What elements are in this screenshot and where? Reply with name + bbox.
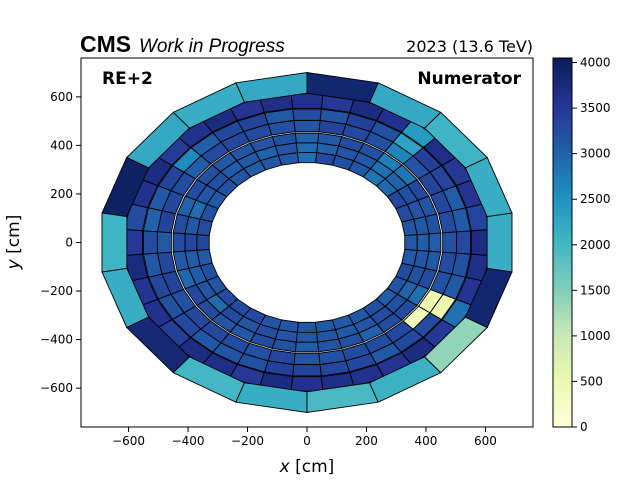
y-tick-label: −200 <box>40 284 73 298</box>
y-axis-label: y [cm] <box>4 215 24 271</box>
segment-outer-a-0 <box>470 229 490 256</box>
y-axis-ticks: −600 −400 −200 0 200 400 600 <box>40 90 81 395</box>
segment-middle-a-27 <box>293 352 321 366</box>
y-axis-unit: [cm] <box>4 215 24 260</box>
segment-inner-b-9 <box>295 142 319 153</box>
colorbar-ticks: 0 500 1000 1500 2000 2500 3000 3500 4000 <box>572 56 611 434</box>
x-axis-label: x [cm] <box>279 457 335 477</box>
y-tick-label: 200 <box>50 187 73 201</box>
x-tick-label: −200 <box>231 434 264 448</box>
x-axis-ticks: −600 −400 −200 0 200 400 600 <box>112 427 497 448</box>
x-tick-label: 600 <box>474 434 497 448</box>
segment-middle-b-35 <box>451 252 472 278</box>
colorbar-tick-label: 0 <box>580 420 588 434</box>
segment-inner-a-9 <box>296 152 318 164</box>
segment-middle-a-18 <box>156 231 172 254</box>
x-axis-unit: [cm] <box>290 457 335 477</box>
segment-outer-a-18 <box>124 229 144 256</box>
segment-outer-b-17 <box>464 267 513 329</box>
experiment-label: CMS <box>80 31 131 57</box>
segment-inner-a-0 <box>404 234 418 251</box>
colorbar-tick-label: 2000 <box>580 238 611 252</box>
segment-middle-b-27 <box>292 364 322 377</box>
segment-inner-b-0 <box>416 233 430 252</box>
y-tick-label: 600 <box>50 90 73 104</box>
run-info-label: 2023 (13.6 TeV) <box>406 37 533 56</box>
x-tick-label: 0 <box>303 434 311 448</box>
segment-inner-a-27 <box>296 321 318 333</box>
segment-middle-b-18 <box>143 230 158 255</box>
x-axis-var: x <box>279 457 291 477</box>
segment-outer-b-9 <box>101 212 128 273</box>
x-tick-label: 400 <box>414 434 437 448</box>
y-tick-label: 400 <box>50 138 73 152</box>
colorbar-tick-label: 3000 <box>580 147 611 161</box>
colorbar-tick-label: 1000 <box>580 329 611 343</box>
y-tick-label: −400 <box>40 333 73 347</box>
colorbar <box>552 57 573 428</box>
segment-outer-a-9 <box>290 93 324 109</box>
x-tick-label: −600 <box>112 434 145 448</box>
region-label: RE+2 <box>102 69 153 89</box>
segment-inner-b-18 <box>184 233 198 252</box>
segment-outer-a-27 <box>290 376 324 392</box>
status-label: Work in Progress <box>139 36 285 57</box>
segment-outer-b-0 <box>486 212 513 273</box>
segment-inner-c-0 <box>428 232 442 253</box>
segment-middle-b-9 <box>292 108 322 121</box>
segment-middle-b-0 <box>456 230 471 255</box>
colorbar-tick-label: 2500 <box>580 192 611 206</box>
x-tick-label: 200 <box>355 434 378 448</box>
colorbar-tick-label: 1500 <box>580 283 611 297</box>
segment-inner-c-27 <box>294 341 320 353</box>
segment-inner-b-27 <box>295 332 319 343</box>
quantity-label: Numerator <box>417 69 521 89</box>
segment-inner-c-9 <box>294 132 320 144</box>
y-axis-var: y <box>4 258 24 270</box>
y-tick-label: −600 <box>40 381 73 395</box>
segment-inner-c-18 <box>172 232 186 253</box>
segment-inner-c-35 <box>424 250 442 272</box>
segment-middle-a-0 <box>442 231 458 254</box>
y-tick-label: 0 <box>65 236 73 250</box>
colorbar-tick-label: 3500 <box>580 101 611 115</box>
segment-middle-a-9 <box>293 119 321 133</box>
detector-segments <box>101 72 513 413</box>
x-tick-label: −400 <box>172 434 205 448</box>
segment-inner-a-18 <box>196 234 210 251</box>
colorbar-tick-label: 4000 <box>580 56 611 70</box>
colorbar-tick-label: 500 <box>580 374 603 388</box>
